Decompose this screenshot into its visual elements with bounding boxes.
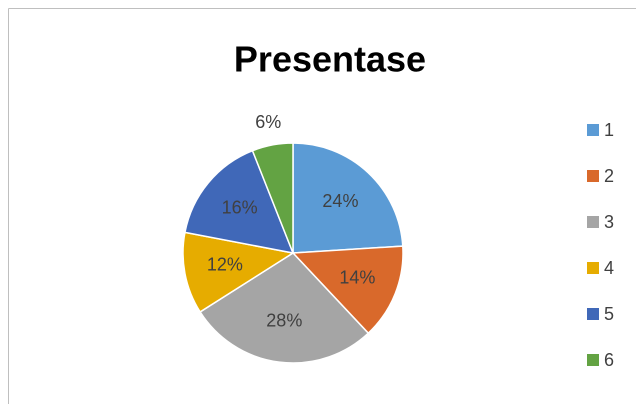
legend-label: 4 [604,258,614,278]
legend-label: 1 [604,120,614,140]
legend-swatch [587,216,599,228]
pie-slice [251,142,294,254]
data-label: 12% [207,255,243,275]
legend-swatch [587,170,599,182]
pie-slice [182,231,296,313]
chart-title: Presentase [234,39,426,80]
legend-label: 6 [604,350,614,370]
data-label: 28% [266,311,302,331]
data-label: 16% [222,198,258,218]
legend-swatch [587,354,599,366]
data-label: 6% [255,112,281,132]
legend-swatch [587,308,599,320]
data-label: 14% [339,267,375,287]
legend-label: 5 [604,304,614,324]
pie-slice [291,245,404,335]
pie-slice [184,149,295,254]
legend-label: 3 [604,212,614,232]
data-label: 24% [322,191,358,211]
pie-slice [199,252,370,364]
legend-swatch [587,124,599,136]
legend-label: 2 [604,166,614,186]
pie-slice [292,142,404,254]
legend-swatch [587,262,599,274]
